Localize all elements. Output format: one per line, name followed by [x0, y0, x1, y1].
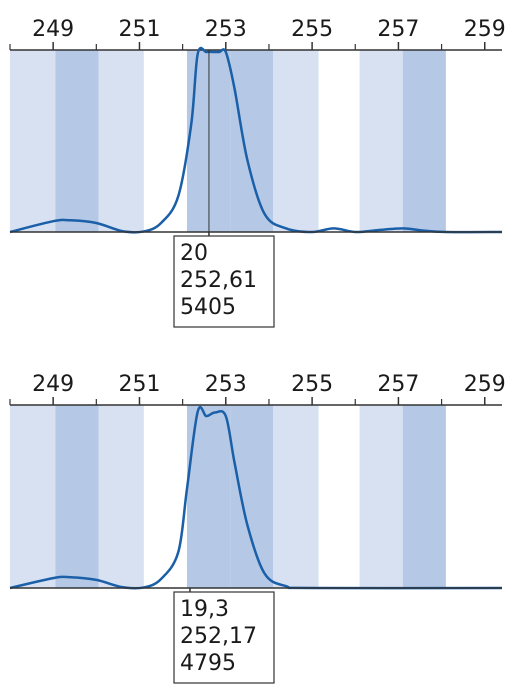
- band-4: [230, 405, 274, 588]
- band-0: [10, 405, 56, 588]
- readout-line-2: 5405: [180, 295, 236, 320]
- x-tick-label: 249: [32, 372, 74, 397]
- band-7: [402, 50, 446, 232]
- band-5: [273, 50, 319, 232]
- x-tick-label: 251: [118, 372, 160, 397]
- x-tick-label: 257: [377, 372, 419, 397]
- band-1: [55, 405, 99, 588]
- band-2: [98, 405, 144, 588]
- band-0: [10, 50, 56, 232]
- x-tick-label: 255: [291, 17, 333, 42]
- band-4: [230, 50, 274, 232]
- x-tick-label: 259: [464, 372, 506, 397]
- x-tick-label: 259: [464, 17, 506, 42]
- x-tick-label: 249: [32, 17, 74, 42]
- band-2: [98, 50, 144, 232]
- readout-line-1: 252,17: [180, 624, 257, 649]
- readout-line-2: 4795: [180, 651, 236, 676]
- x-tick-label: 253: [205, 17, 247, 42]
- readout-line-0: 20: [180, 241, 208, 266]
- readout-line-1: 252,61: [180, 268, 257, 293]
- band-7: [402, 405, 446, 588]
- x-tick-label: 257: [377, 17, 419, 42]
- band-6: [359, 50, 403, 232]
- band-6: [359, 405, 403, 588]
- readout-box: [173, 235, 275, 328]
- x-tick-label: 251: [118, 17, 160, 42]
- readout-line-0: 19,3: [180, 597, 229, 622]
- readout-box: [173, 591, 275, 684]
- x-tick-label: 255: [291, 372, 333, 397]
- band-1: [55, 50, 99, 232]
- x-tick-label: 253: [205, 372, 247, 397]
- band-5: [273, 405, 319, 588]
- series-curve: [9, 405, 503, 590]
